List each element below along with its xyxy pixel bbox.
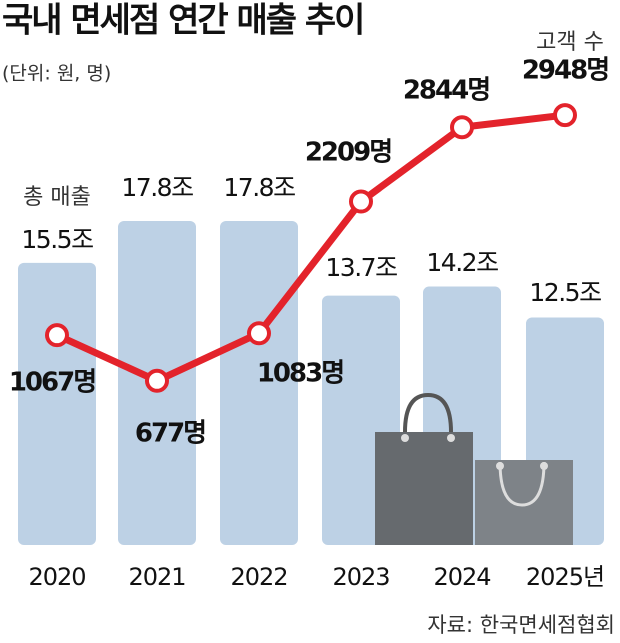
x-tick-label: 2025년 <box>526 563 604 591</box>
x-tick-label: 2022 <box>230 563 287 591</box>
shopping-bags <box>375 392 573 545</box>
line-marker <box>450 115 474 140</box>
bar <box>18 262 96 545</box>
line-value-label: 2948명 <box>522 56 608 86</box>
line-marker <box>247 321 271 346</box>
bar-value-label: 17.8조 <box>223 173 295 202</box>
x-tick-label: 2020 <box>28 563 85 591</box>
bar-value-label: 17.8조 <box>121 173 193 202</box>
line-value-label: 1067명 <box>9 368 95 398</box>
line-marker <box>145 368 169 393</box>
bar-layer <box>18 221 604 546</box>
bar-value-label: 12.5조 <box>529 278 601 307</box>
x-tick-label: 2024 <box>433 563 490 591</box>
line-value-label: 1083명 <box>257 359 343 389</box>
bar <box>220 221 298 546</box>
legend-label: 고객 수 <box>536 30 604 55</box>
line-marker <box>349 189 373 214</box>
legend-label: 총 매출 <box>23 185 91 210</box>
chart-subtitle: (단위: 원, 명) <box>2 63 111 85</box>
x-tick-label: 2021 <box>128 563 185 591</box>
line-marker <box>553 103 577 128</box>
label-layer: 2020 2021 2022 2023 2024 2025년 15.5조 17.8조 17.8조… <box>9 30 610 591</box>
line-marker <box>45 323 69 348</box>
line-value-label: 2209명 <box>305 138 391 168</box>
line <box>55 111 566 385</box>
line-value-label: 2844명 <box>403 76 489 106</box>
line-layer <box>45 103 577 393</box>
x-tick-label: 2023 <box>332 563 389 591</box>
bar-value-label: 15.5조 <box>21 225 93 254</box>
chart-title: 국내 면세점 연간 매출 추이 <box>2 1 363 41</box>
line-value-label: 677명 <box>135 419 205 449</box>
bar-value-label: 14.2조 <box>426 248 498 277</box>
source: 자료: 한국면세점협회 <box>427 613 615 637</box>
bar-value-label: 13.7조 <box>325 253 397 282</box>
